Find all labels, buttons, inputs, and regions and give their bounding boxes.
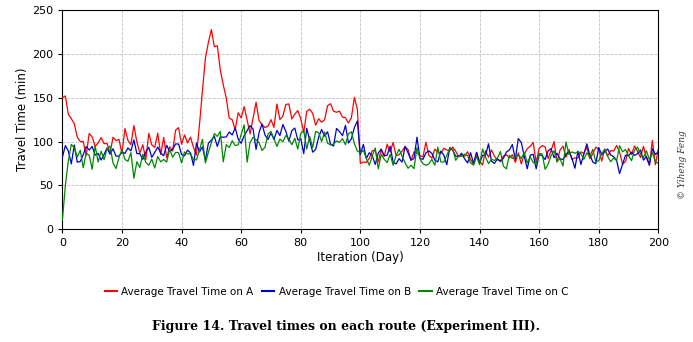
Average Travel Time on A — [207, 27, 216, 31]
Average Travel Time on A — [383, 142, 392, 146]
Average Travel Time on A — [112, 139, 120, 143]
Legend: Average Travel Time on A, Average Travel Time on B, Average Travel Time on C: Average Travel Time on A, Average Travel… — [100, 282, 572, 301]
Average Travel Time on C — [311, 129, 319, 133]
Average Travel Time on C — [606, 160, 615, 164]
Average Travel Time on A — [61, 94, 69, 98]
Average Travel Time on A — [645, 163, 653, 168]
Average Travel Time on B — [112, 154, 120, 158]
Average Travel Time on B — [58, 155, 67, 159]
Average Travel Time on B — [383, 153, 392, 157]
Average Travel Time on A — [58, 96, 67, 100]
Average Travel Time on B — [353, 119, 362, 123]
Average Travel Time on B — [606, 153, 615, 157]
Average Travel Time on C — [279, 140, 287, 144]
Line: Average Travel Time on C: Average Travel Time on C — [62, 125, 658, 220]
Y-axis label: Travel Time (min): Travel Time (min) — [17, 68, 29, 171]
Average Travel Time on A — [654, 147, 663, 151]
Average Travel Time on C — [654, 161, 663, 165]
Average Travel Time on C — [240, 123, 248, 127]
Line: Average Travel Time on A: Average Travel Time on A — [62, 29, 658, 166]
Average Travel Time on A — [606, 148, 615, 153]
Average Travel Time on C — [112, 167, 120, 171]
Average Travel Time on C — [61, 183, 69, 187]
Text: © Yiheng Feng: © Yiheng Feng — [678, 130, 687, 199]
Average Travel Time on B — [276, 133, 284, 137]
Average Travel Time on C — [383, 160, 392, 165]
Average Travel Time on C — [58, 218, 67, 222]
Average Travel Time on B — [615, 172, 624, 176]
Average Travel Time on B — [61, 143, 69, 147]
Average Travel Time on A — [279, 114, 287, 118]
Line: Average Travel Time on B: Average Travel Time on B — [62, 121, 658, 174]
X-axis label: Iteration (Day): Iteration (Day) — [317, 251, 404, 264]
Text: Figure 14. Travel times on each route (Experiment III).: Figure 14. Travel times on each route (E… — [152, 320, 541, 333]
Average Travel Time on B — [308, 150, 317, 154]
Average Travel Time on B — [654, 150, 663, 154]
Average Travel Time on A — [311, 123, 319, 127]
